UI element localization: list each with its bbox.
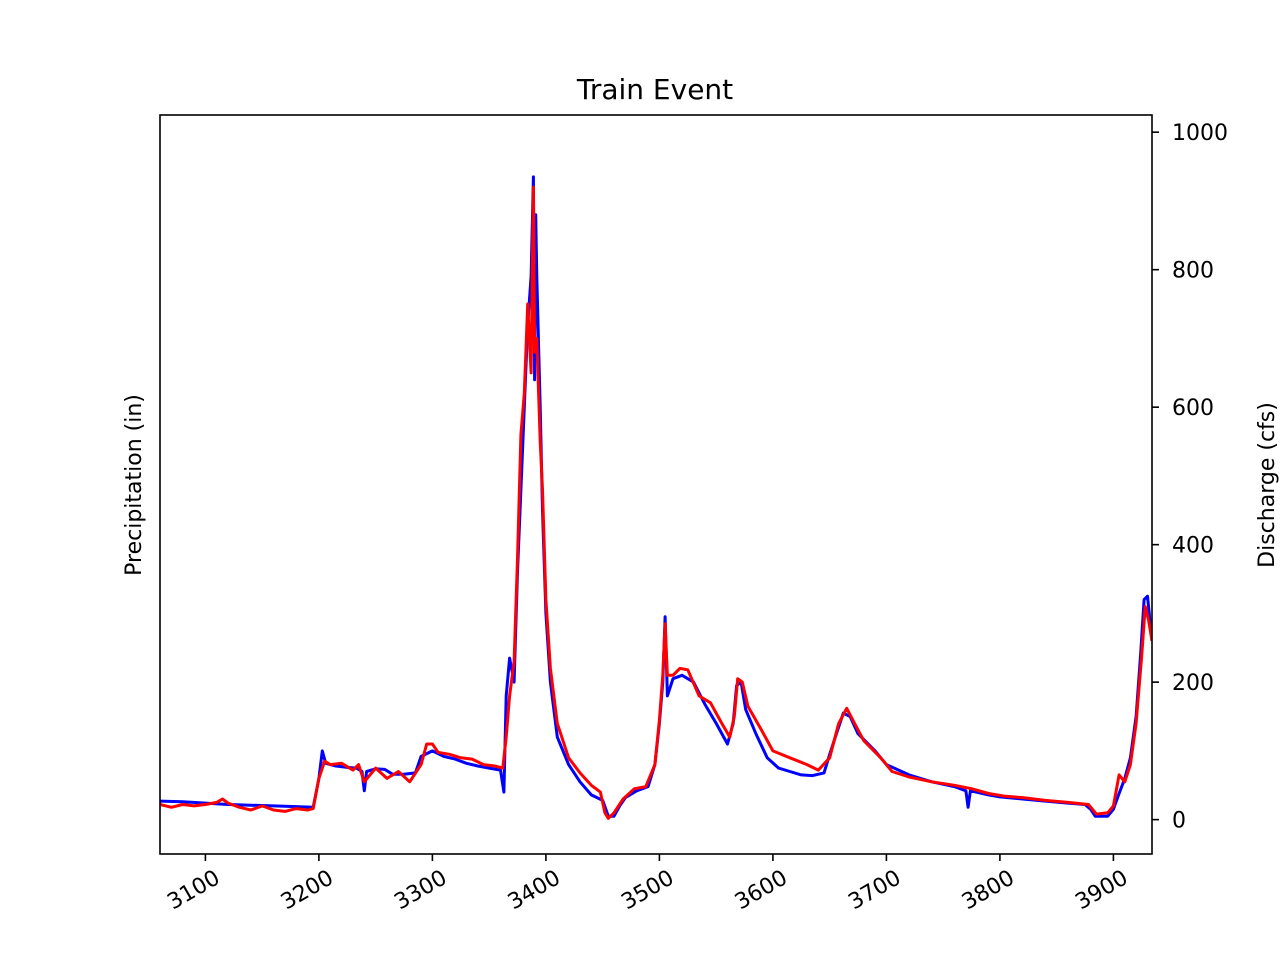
x-axis: 3100 3200 3300 3400 3500 3600 3700 3800 3900 (163, 854, 1132, 915)
y-tick-label: 600 (1172, 396, 1214, 421)
series-line-2 (160, 185, 1152, 820)
x-tick-label: 3700 (844, 866, 905, 916)
y-tick-label: 200 (1172, 671, 1214, 696)
series-line-1 (160, 175, 1152, 818)
x-tick-label: 3600 (731, 866, 792, 916)
y-tick-label: 0 (1172, 809, 1186, 834)
right-y-axis: 0 200 400 600 800 1000 (1152, 121, 1228, 834)
plot-frame (159, 114, 1153, 855)
plot-area (160, 175, 1152, 820)
x-tick-label: 3900 (1071, 866, 1132, 916)
right-y-axis-label: Discharge (cfs) (1255, 402, 1280, 568)
x-tick-label: 3800 (958, 866, 1019, 916)
y-tick-label: 400 (1172, 534, 1214, 559)
x-tick-label: 3200 (277, 866, 338, 916)
x-tick-label: 3100 (163, 866, 224, 916)
x-tick-label: 3400 (504, 866, 565, 916)
y-tick-label: 1000 (1172, 121, 1228, 146)
left-y-axis-label: Precipitation (in) (122, 394, 147, 576)
x-tick-label: 3500 (617, 866, 678, 916)
x-tick-label: 3300 (390, 866, 451, 916)
y-tick-label: 800 (1172, 259, 1214, 284)
chart-title: Train Event (576, 73, 733, 106)
